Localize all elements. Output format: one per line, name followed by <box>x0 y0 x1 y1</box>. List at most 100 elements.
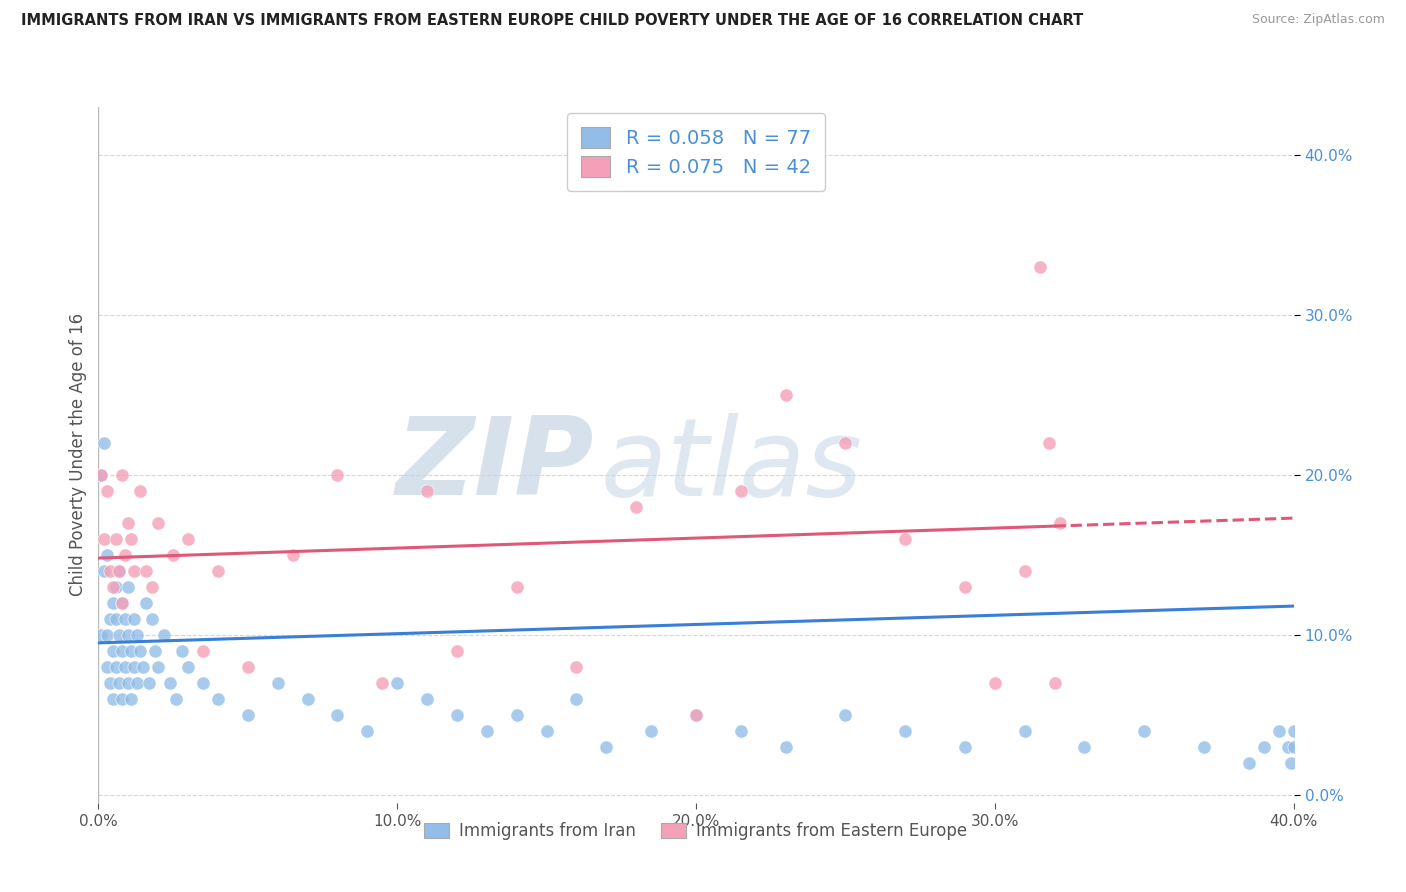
Point <box>93 436 115 450</box>
Point <box>141 612 163 626</box>
Point <box>111 691 134 706</box>
Point <box>953 739 976 754</box>
Point <box>111 596 134 610</box>
Point <box>129 483 152 498</box>
Point <box>191 644 214 658</box>
Point <box>148 660 170 674</box>
Point <box>1073 739 1095 754</box>
Point <box>98 676 122 690</box>
Point <box>1192 739 1215 754</box>
Point <box>165 691 187 706</box>
Point <box>1028 260 1050 274</box>
Point <box>93 564 115 578</box>
Point <box>236 660 259 674</box>
Point <box>1282 723 1305 738</box>
Point <box>117 676 139 690</box>
Point <box>506 707 529 722</box>
Point <box>124 612 146 626</box>
Point <box>775 739 797 754</box>
Point <box>685 707 707 722</box>
Point <box>281 548 304 562</box>
Point <box>416 483 439 498</box>
Point <box>1038 436 1060 450</box>
Point <box>416 691 439 706</box>
Point <box>385 676 409 690</box>
Point <box>506 580 529 594</box>
Point <box>1267 723 1289 738</box>
Point <box>475 723 498 738</box>
Text: ZIP: ZIP <box>396 412 595 518</box>
Point <box>536 723 558 738</box>
Point <box>114 548 136 562</box>
Point <box>135 564 157 578</box>
Point <box>207 691 229 706</box>
Point <box>111 644 134 658</box>
Point <box>90 628 112 642</box>
Point <box>297 691 319 706</box>
Point <box>326 707 349 722</box>
Point <box>120 644 142 658</box>
Point <box>117 516 139 530</box>
Point <box>117 580 139 594</box>
Point <box>894 723 917 738</box>
Point <box>730 483 752 498</box>
Point <box>595 739 617 754</box>
Point <box>1014 564 1036 578</box>
Point <box>1277 739 1299 754</box>
Point <box>124 660 146 674</box>
Point <box>640 723 662 738</box>
Point <box>132 660 155 674</box>
Point <box>177 660 200 674</box>
Point <box>141 580 163 594</box>
Point <box>236 707 259 722</box>
Point <box>117 628 139 642</box>
Point <box>565 660 588 674</box>
Point <box>96 483 118 498</box>
Point <box>120 532 142 546</box>
Point <box>96 660 118 674</box>
Point <box>177 532 200 546</box>
Y-axis label: Child Poverty Under the Age of 16: Child Poverty Under the Age of 16 <box>69 313 87 597</box>
Point <box>105 612 128 626</box>
Point <box>98 564 122 578</box>
Point <box>730 723 752 738</box>
Point <box>108 564 131 578</box>
Point <box>103 596 125 610</box>
Point <box>626 500 648 514</box>
Point <box>135 596 157 610</box>
Point <box>326 467 349 482</box>
Point <box>1014 723 1036 738</box>
Point <box>127 676 149 690</box>
Point <box>1253 739 1275 754</box>
Point <box>127 628 149 642</box>
Point <box>114 612 136 626</box>
Point <box>1282 739 1305 754</box>
Point <box>129 644 152 658</box>
Point <box>565 691 588 706</box>
Point <box>143 644 166 658</box>
Point <box>356 723 378 738</box>
Point <box>1237 756 1260 770</box>
Point <box>103 644 125 658</box>
Text: IMMIGRANTS FROM IRAN VS IMMIGRANTS FROM EASTERN EUROPE CHILD POVERTY UNDER THE A: IMMIGRANTS FROM IRAN VS IMMIGRANTS FROM … <box>21 13 1084 29</box>
Point <box>114 660 136 674</box>
Point <box>894 532 917 546</box>
Point <box>105 660 128 674</box>
Text: Source: ZipAtlas.com: Source: ZipAtlas.com <box>1251 13 1385 27</box>
Point <box>834 707 856 722</box>
Point <box>120 691 142 706</box>
Point <box>103 580 125 594</box>
Legend: Immigrants from Iran, Immigrants from Eastern Europe: Immigrants from Iran, Immigrants from Ea… <box>418 815 974 847</box>
Point <box>98 612 122 626</box>
Point <box>96 548 118 562</box>
Point <box>108 564 131 578</box>
Point <box>371 676 394 690</box>
Point <box>124 564 146 578</box>
Point <box>153 628 176 642</box>
Point <box>96 628 118 642</box>
Point <box>446 707 468 722</box>
Point <box>172 644 194 658</box>
Point <box>105 532 128 546</box>
Point <box>93 532 115 546</box>
Point <box>1043 676 1066 690</box>
